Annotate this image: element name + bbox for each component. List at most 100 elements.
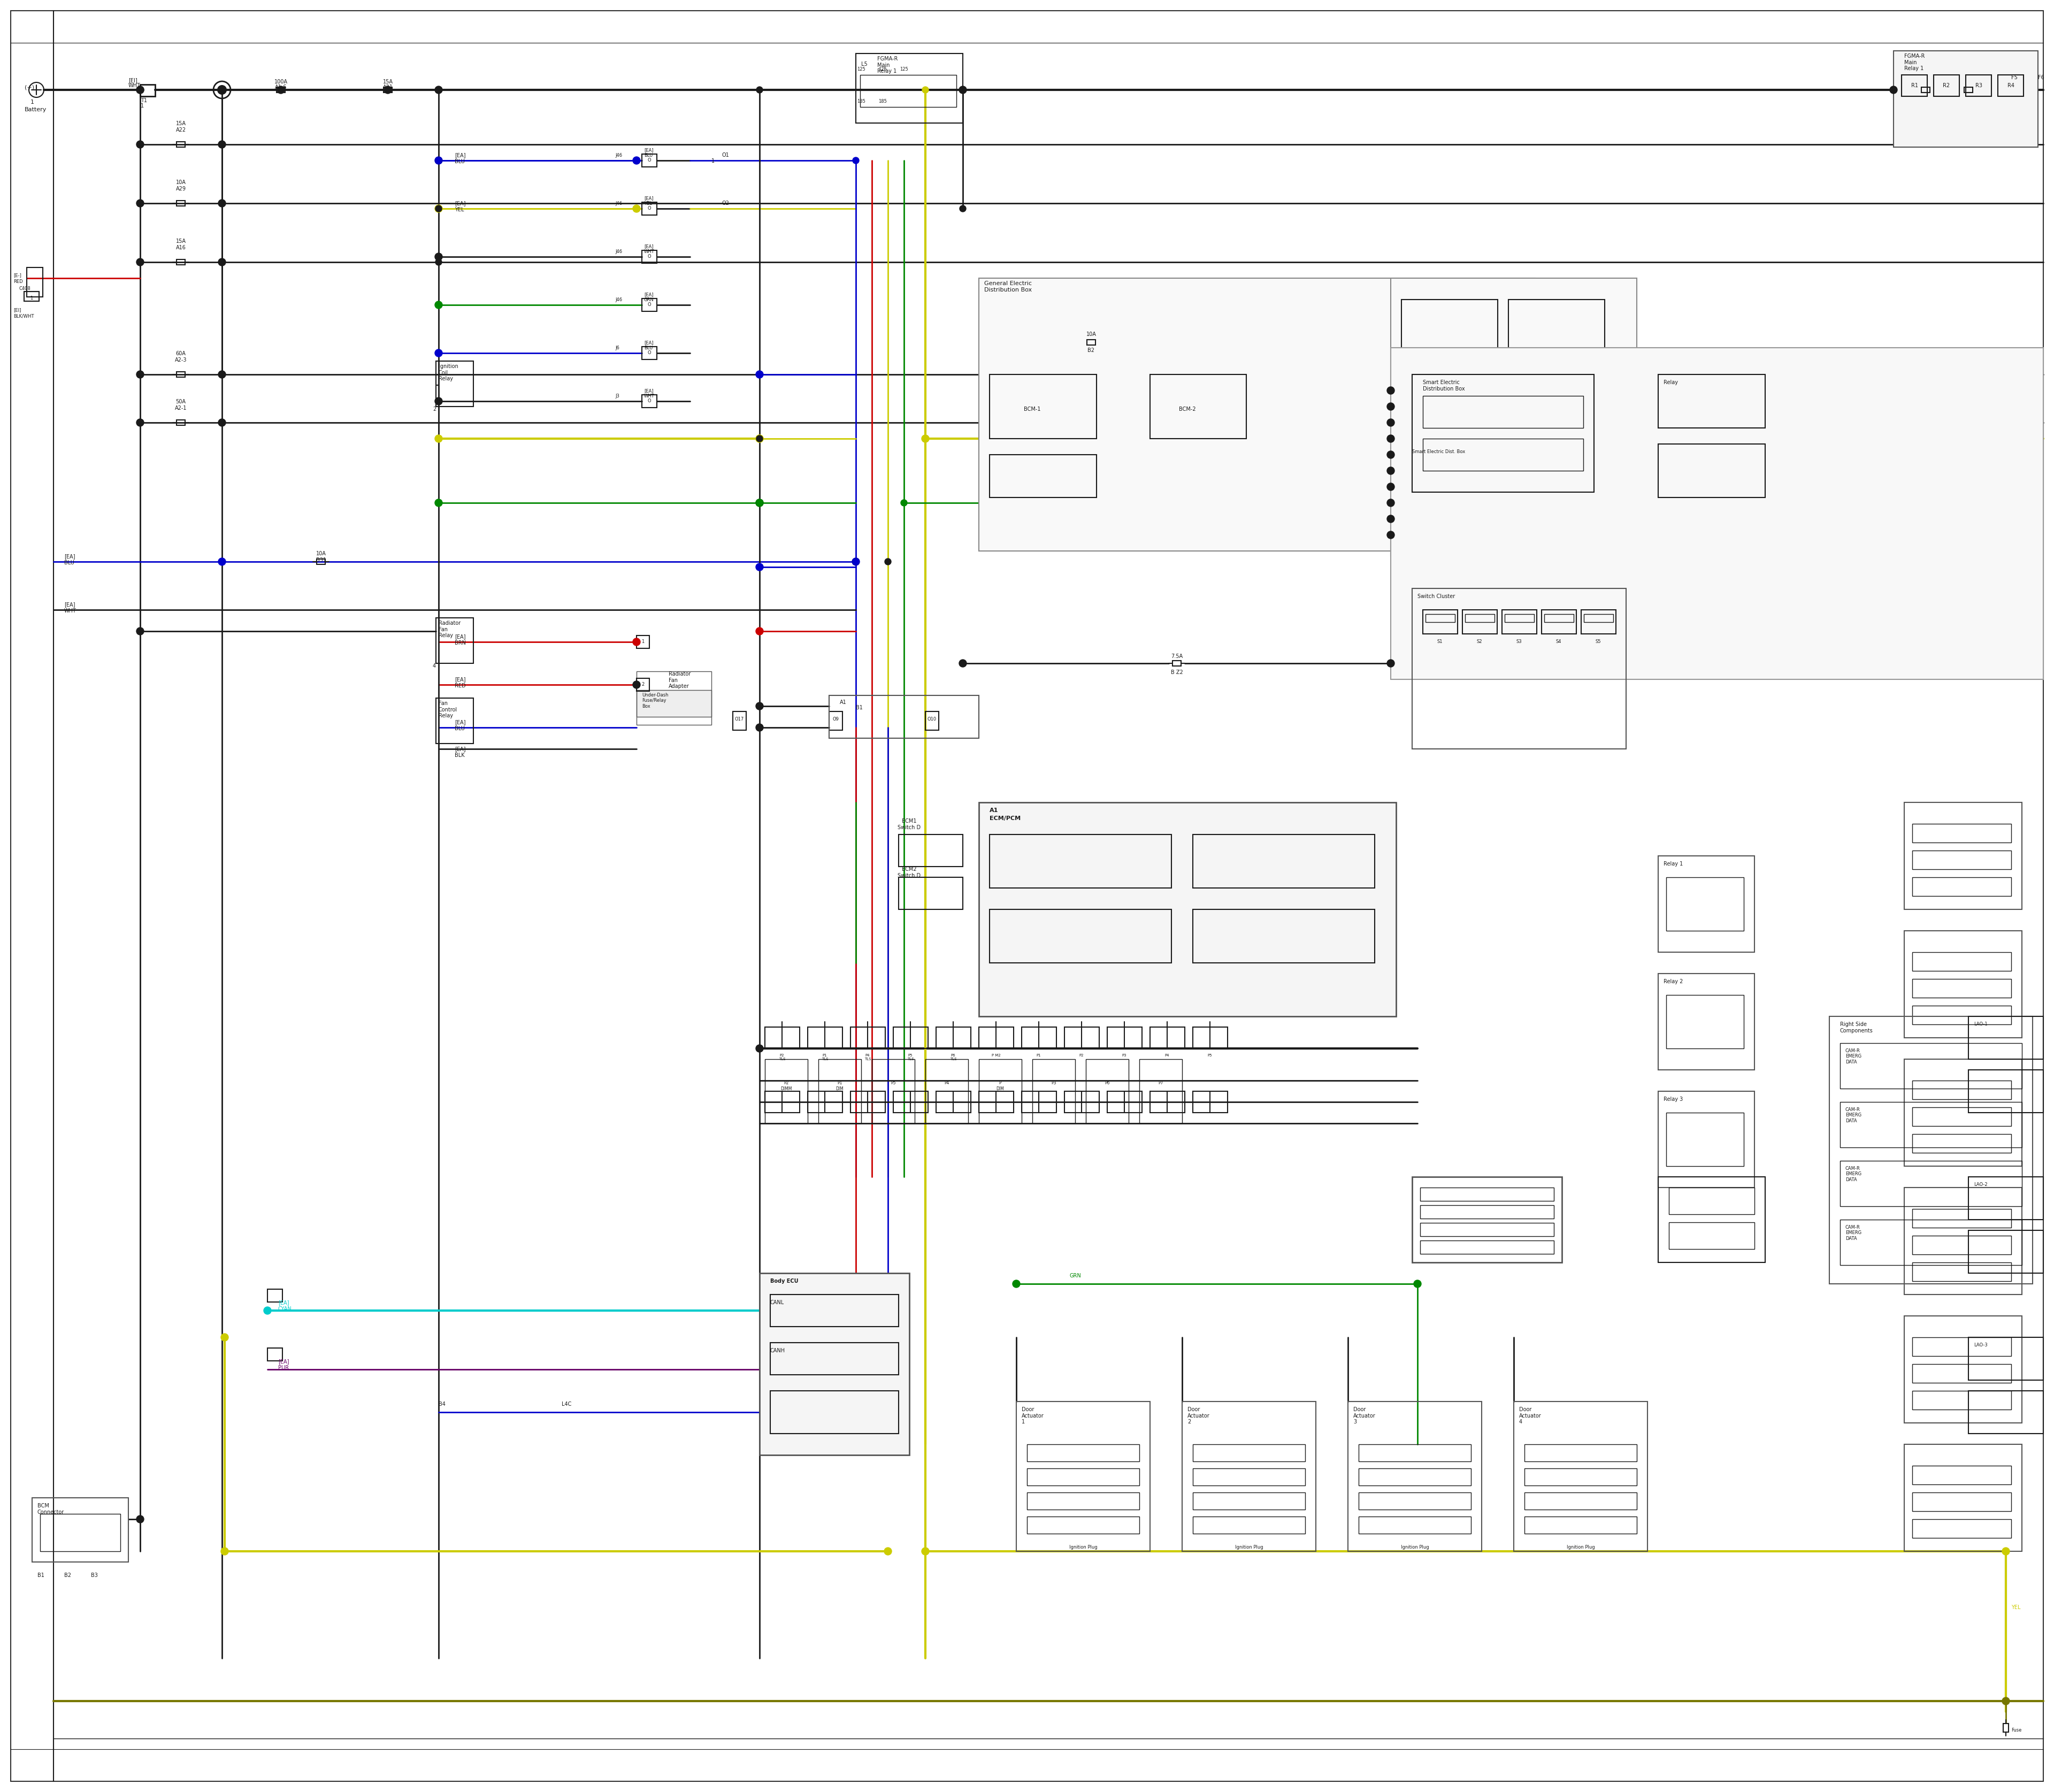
Bar: [1968, 1391, 2044, 1434]
Text: [EA]
WHT: [EA] WHT: [645, 389, 655, 400]
Circle shape: [138, 86, 144, 93]
Circle shape: [633, 156, 641, 165]
Bar: [1658, 1091, 1754, 1188]
Text: J3: J3: [614, 394, 620, 398]
Circle shape: [922, 435, 928, 443]
Circle shape: [756, 435, 764, 443]
Circle shape: [220, 371, 226, 378]
Circle shape: [138, 142, 144, 147]
Text: C408: C408: [18, 287, 31, 290]
Bar: [1173, 661, 1181, 667]
Text: P6: P6: [1105, 1081, 1109, 1091]
Text: O: O: [647, 158, 651, 163]
Bar: [1021, 1027, 1056, 1048]
Bar: [1419, 1240, 1555, 1254]
Text: [EA]
YEL: [EA] YEL: [645, 195, 653, 206]
Bar: [1033, 1059, 1074, 1124]
Text: P3: P3: [1052, 1081, 1056, 1091]
Text: WHT: WHT: [127, 82, 140, 88]
Circle shape: [1386, 452, 1395, 459]
Bar: [1462, 609, 1497, 634]
Text: B Z2: B Z2: [1171, 670, 1183, 676]
Text: [EA]
BLK: [EA] BLK: [454, 745, 466, 758]
Bar: [990, 835, 1171, 889]
Bar: [140, 84, 156, 97]
Bar: [1419, 1222, 1555, 1236]
Circle shape: [959, 86, 965, 93]
Bar: [1413, 1177, 1561, 1262]
Bar: [435, 360, 472, 407]
Text: [EI]: [EI]: [127, 77, 138, 82]
Bar: [25, 292, 39, 301]
Circle shape: [435, 86, 442, 93]
Bar: [850, 1027, 885, 1048]
Text: P1: P1: [1037, 1054, 1041, 1057]
Text: P2: P2: [1078, 1054, 1085, 1057]
Circle shape: [1386, 435, 1395, 443]
Bar: [1658, 375, 1764, 428]
Bar: [1912, 1391, 2011, 1410]
Bar: [990, 455, 1097, 498]
Bar: [760, 1272, 910, 1455]
Bar: [770, 1294, 900, 1326]
Circle shape: [1013, 1279, 1021, 1288]
Circle shape: [435, 253, 442, 260]
Circle shape: [2003, 1697, 2009, 1704]
Text: B2: B2: [1089, 348, 1095, 353]
Bar: [1904, 803, 2021, 909]
Circle shape: [435, 86, 442, 93]
Circle shape: [756, 500, 764, 507]
Text: P2
DIMM: P2 DIMM: [781, 1081, 793, 1091]
Bar: [1514, 1401, 1647, 1552]
Text: Relay 3: Relay 3: [1664, 1097, 1682, 1102]
Bar: [926, 1059, 967, 1124]
Circle shape: [220, 86, 226, 93]
Text: R3: R3: [1976, 82, 1982, 88]
Bar: [1968, 1016, 2044, 1059]
Bar: [277, 88, 286, 93]
Bar: [1912, 1107, 2011, 1125]
Circle shape: [136, 86, 144, 93]
Bar: [1968, 1337, 2044, 1380]
Circle shape: [922, 1548, 928, 1554]
Bar: [980, 803, 1397, 1016]
Bar: [316, 559, 325, 564]
Bar: [1658, 857, 1754, 952]
Bar: [1840, 1220, 2021, 1265]
Circle shape: [922, 435, 928, 443]
Text: Right Side
Components: Right Side Components: [1840, 1021, 1873, 1034]
Bar: [1968, 1177, 2044, 1220]
Bar: [1668, 1222, 1754, 1249]
Bar: [1658, 1177, 1764, 1262]
Text: FGMA-R
Main
Relay 1: FGMA-R Main Relay 1: [877, 56, 898, 73]
Bar: [817, 1059, 861, 1124]
Text: FGMA-R
Main
Relay 1: FGMA-R Main Relay 1: [1904, 54, 1925, 72]
Text: Relay 1: Relay 1: [1664, 862, 1682, 867]
Text: J46: J46: [614, 297, 622, 303]
Text: [E-]: [E-]: [14, 272, 21, 278]
Circle shape: [220, 142, 226, 147]
Bar: [990, 375, 1097, 439]
Bar: [177, 260, 185, 265]
Circle shape: [959, 659, 967, 667]
Circle shape: [852, 559, 859, 564]
Text: Door
Actuator
1: Door Actuator 1: [1021, 1407, 1043, 1425]
Bar: [1912, 1466, 2011, 1484]
Bar: [1968, 1070, 2044, 1113]
Bar: [1912, 978, 2011, 998]
Bar: [1425, 615, 1454, 622]
Bar: [1027, 1444, 1140, 1462]
Bar: [2003, 1724, 2009, 1733]
Circle shape: [435, 398, 442, 405]
Bar: [1017, 1401, 1150, 1552]
Bar: [1545, 615, 1573, 622]
Circle shape: [218, 199, 226, 208]
Text: R1: R1: [1910, 82, 1918, 88]
Text: S4: S4: [1555, 640, 1561, 643]
Text: [EA]
BLU: [EA] BLU: [64, 554, 76, 564]
Text: 10A
B31: 10A B31: [316, 550, 327, 563]
Bar: [267, 1348, 283, 1360]
Text: CANL: CANL: [770, 1299, 785, 1305]
Text: ECM2
Switch D: ECM2 Switch D: [898, 867, 920, 878]
Text: P
DIM: P DIM: [996, 1081, 1004, 1091]
